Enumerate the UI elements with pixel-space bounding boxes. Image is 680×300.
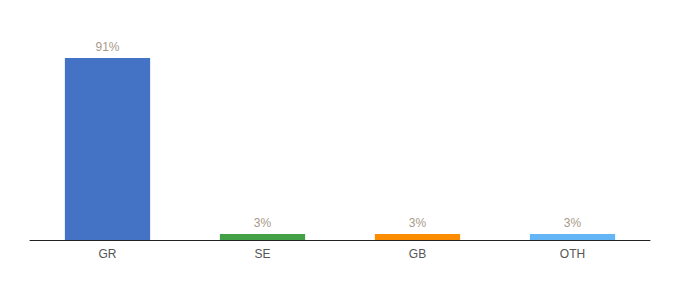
svg-text:3%: 3% <box>409 216 427 230</box>
svg-text:91%: 91% <box>95 40 119 54</box>
svg-text:GR: GR <box>99 247 117 261</box>
svg-text:3%: 3% <box>564 216 582 230</box>
svg-text:3%: 3% <box>254 216 272 230</box>
svg-text:OTH: OTH <box>560 247 585 261</box>
svg-text:GB: GB <box>409 247 426 261</box>
svg-text:SE: SE <box>254 247 270 261</box>
